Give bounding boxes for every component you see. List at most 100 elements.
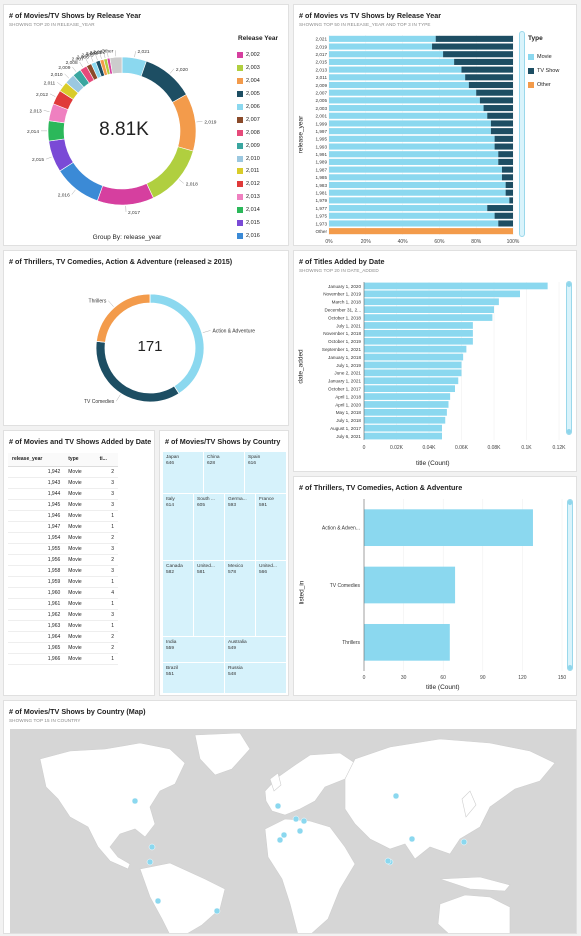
map-marker[interactable] bbox=[300, 817, 308, 825]
bar-segment[interactable] bbox=[329, 112, 488, 119]
table-row[interactable]: 1,954 Movie 2 bbox=[8, 532, 118, 544]
bar-segment[interactable] bbox=[479, 97, 513, 104]
scroll-handle-bottom[interactable] bbox=[568, 665, 572, 670]
bar-segment[interactable] bbox=[487, 205, 513, 212]
bar-segment[interactable] bbox=[501, 166, 513, 173]
bar-segment[interactable] bbox=[329, 128, 491, 135]
bar-segment[interactable] bbox=[329, 89, 477, 96]
bar[interactable] bbox=[364, 393, 451, 400]
chart-scrollbar[interactable] bbox=[566, 281, 572, 435]
legend-item[interactable]: TV Show bbox=[528, 64, 576, 78]
donut-slice[interactable] bbox=[96, 183, 154, 206]
map-panel[interactable]: # of Movies/TV Shows by Country (Map) SH… bbox=[3, 700, 577, 934]
bar-segment[interactable] bbox=[329, 81, 469, 89]
bar-segment[interactable] bbox=[329, 143, 495, 150]
table-row[interactable]: 1,961 Movie 1 bbox=[8, 598, 118, 610]
bar-segment[interactable] bbox=[443, 51, 513, 58]
bar[interactable] bbox=[364, 566, 456, 604]
release-year-donut[interactable]: 2,021 2,020 2,019 2,018 2,017 2,016 2,015 2,014… bbox=[4, 5, 289, 246]
table-row[interactable]: 1,942 Movie 2 bbox=[8, 466, 118, 478]
bar-segment[interactable] bbox=[501, 174, 513, 181]
bar-segment[interactable] bbox=[505, 181, 513, 189]
treemap-cell[interactable]: Brazil 551 bbox=[163, 662, 225, 694]
map-marker[interactable] bbox=[280, 831, 288, 839]
table-row[interactable]: 1,947 Movie 1 bbox=[8, 521, 118, 533]
legend-item[interactable]: 2,002 bbox=[237, 49, 287, 62]
country-treemap[interactable]: Japan 646 China 628 Spain 616 Italy 614 South ..… bbox=[163, 452, 287, 694]
table-row[interactable]: 1,946 Movie 1 bbox=[8, 510, 118, 522]
map-marker[interactable] bbox=[276, 836, 284, 844]
bar[interactable] bbox=[364, 409, 447, 416]
treemap-cell[interactable]: United... 581 bbox=[194, 561, 225, 638]
world-map-canvas[interactable] bbox=[10, 729, 576, 934]
listed-in-panel[interactable]: # of Thrillers, TV Comedies, Action & Ad… bbox=[293, 476, 577, 696]
bar-segment[interactable] bbox=[329, 135, 495, 142]
treemap-cell[interactable]: Canada 582 bbox=[163, 561, 194, 638]
bar-segment[interactable] bbox=[329, 205, 488, 212]
bar-segment[interactable] bbox=[490, 120, 513, 127]
bar[interactable] bbox=[364, 314, 493, 321]
column-header-title[interactable]: ti... bbox=[95, 453, 118, 467]
thrillers-donut[interactable]: Action & Adventure TV Comedies Thrillers bbox=[4, 251, 289, 426]
table-row[interactable]: 1,966 Movie 1 bbox=[8, 653, 118, 665]
bar[interactable] bbox=[364, 361, 462, 369]
bar[interactable] bbox=[364, 322, 473, 329]
table-row[interactable]: 1,944 Movie 3 bbox=[8, 488, 118, 500]
table-row[interactable]: 1,962 Movie 3 bbox=[8, 609, 118, 621]
legend-item[interactable]: 2,003 bbox=[237, 62, 287, 75]
treemap-cell[interactable]: Germa... 593 bbox=[225, 494, 256, 562]
bar[interactable] bbox=[364, 306, 494, 313]
treemap-cell[interactable]: Australia 549 bbox=[225, 637, 287, 663]
donut-slice[interactable] bbox=[95, 293, 151, 343]
bar-segment[interactable] bbox=[494, 135, 513, 142]
thrillers-donut-panel[interactable]: # of Thrillers, TV Comedies, Action & Ad… bbox=[3, 250, 289, 426]
scroll-handle-top[interactable] bbox=[567, 282, 571, 287]
scroll-handle-bottom[interactable] bbox=[567, 429, 571, 434]
bar[interactable] bbox=[364, 424, 442, 432]
bar-segment[interactable] bbox=[329, 51, 444, 58]
table-row[interactable]: 1,959 Movie 1 bbox=[8, 576, 118, 588]
bar-segment[interactable] bbox=[461, 66, 513, 73]
map-marker[interactable] bbox=[408, 835, 416, 843]
bar[interactable] bbox=[364, 290, 520, 298]
legend-item[interactable]: 2,005 bbox=[237, 88, 287, 101]
treemap-cell[interactable]: India 559 bbox=[163, 637, 225, 663]
chart-scrollbar[interactable] bbox=[519, 31, 525, 237]
bar[interactable] bbox=[364, 353, 464, 361]
bar-segment[interactable] bbox=[329, 181, 506, 189]
bar[interactable] bbox=[364, 337, 473, 345]
bar-segment[interactable] bbox=[329, 228, 513, 235]
treemap-cell[interactable]: United... 566 bbox=[256, 561, 287, 638]
treemap-cell[interactable]: Russia 548 bbox=[225, 662, 287, 694]
donut-slice[interactable] bbox=[172, 94, 197, 152]
bar[interactable] bbox=[364, 509, 533, 547]
column-header-release-year[interactable]: release_year bbox=[8, 453, 65, 467]
map-marker[interactable] bbox=[131, 797, 139, 805]
bar[interactable] bbox=[364, 432, 442, 440]
table-row[interactable]: 1,960 Movie 4 bbox=[8, 587, 118, 599]
bar-segment[interactable] bbox=[498, 158, 513, 165]
treemap-cell[interactable]: Italy 614 bbox=[163, 494, 194, 562]
bar-segment[interactable] bbox=[468, 81, 513, 89]
donut-slice[interactable] bbox=[47, 120, 65, 142]
bar-segment[interactable] bbox=[490, 128, 513, 135]
bar-segment[interactable] bbox=[329, 220, 499, 227]
map-marker[interactable] bbox=[148, 843, 156, 851]
bar[interactable] bbox=[364, 345, 467, 353]
bar-segment[interactable] bbox=[329, 58, 455, 65]
table-row[interactable]: 1,945 Movie 3 bbox=[8, 499, 118, 511]
treemap-cell[interactable]: Japan 646 bbox=[163, 452, 204, 495]
donut-slice[interactable] bbox=[109, 56, 123, 75]
bar[interactable] bbox=[364, 401, 449, 408]
bar-segment[interactable] bbox=[329, 189, 506, 196]
bar-segment[interactable] bbox=[505, 189, 513, 196]
legend-item[interactable]: 2,013 bbox=[237, 191, 287, 204]
table-row[interactable]: 1,963 Movie 1 bbox=[8, 620, 118, 632]
map-marker[interactable] bbox=[154, 897, 162, 905]
movies-vs-tv-panel[interactable]: # of Movies vs TV Shows by Release Year … bbox=[293, 4, 577, 246]
map-marker[interactable] bbox=[213, 907, 221, 915]
treemap-cell[interactable]: France 591 bbox=[256, 494, 287, 562]
bar-segment[interactable] bbox=[329, 43, 433, 50]
bar-segment[interactable] bbox=[329, 166, 502, 173]
legend-item[interactable]: 2,012 bbox=[237, 178, 287, 191]
